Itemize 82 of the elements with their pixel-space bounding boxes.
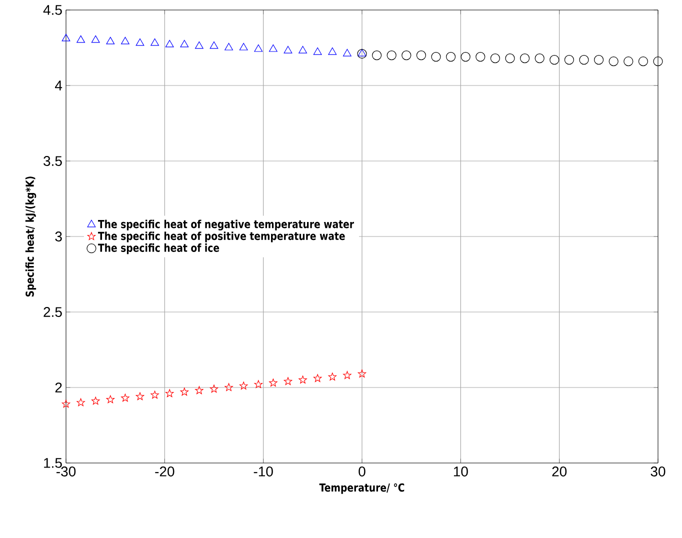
point: [460, 52, 470, 62]
point: [638, 56, 648, 66]
point: [372, 50, 382, 60]
point: [210, 384, 218, 393]
point: [579, 55, 589, 65]
y-tick-label: 3.5: [44, 156, 62, 166]
point: [624, 56, 634, 66]
point: [358, 48, 366, 56]
x-tick-label: -20: [155, 466, 174, 476]
point: [165, 40, 174, 48]
point: [653, 56, 663, 66]
point: [91, 35, 100, 43]
point: [357, 48, 367, 59]
point: [210, 41, 218, 49]
point: [534, 54, 544, 64]
point: [240, 382, 248, 390]
point: [195, 386, 204, 394]
point: [328, 47, 337, 55]
point: [298, 376, 307, 384]
y-tick-label: 1.5: [44, 458, 62, 468]
point: [284, 46, 292, 54]
point: [136, 392, 144, 400]
point: [62, 400, 70, 408]
point: [314, 374, 322, 382]
point: [180, 388, 189, 396]
point: [121, 36, 130, 44]
legend-label: The specific heat of positive temperature wate: [98, 232, 345, 242]
point: [550, 55, 560, 65]
y-tick-label: 2.5: [44, 307, 62, 317]
y-tick-label: 4: [54, 80, 62, 90]
point: [608, 56, 618, 66]
point: [298, 46, 307, 54]
point: [76, 35, 85, 43]
x-tick-label: 0: [358, 466, 366, 476]
point: [416, 50, 426, 60]
legend-label: The specific heat of ice: [98, 243, 220, 254]
point: [91, 396, 100, 405]
point: [313, 47, 322, 55]
point: [269, 44, 278, 52]
point: [180, 40, 189, 48]
point: [224, 42, 233, 50]
point: [343, 371, 352, 379]
point: [62, 34, 70, 42]
point: [150, 390, 159, 399]
point: [269, 378, 278, 387]
point: [564, 55, 574, 65]
point: [254, 44, 263, 52]
point: [386, 50, 396, 60]
point: [195, 41, 204, 49]
point: [328, 372, 337, 380]
y-axis-title: Specific heat/ kJ/(kg*K): [25, 176, 36, 297]
point: [150, 38, 159, 46]
point: [476, 52, 486, 62]
point: [431, 52, 441, 62]
x-tick-label: -30: [56, 466, 76, 476]
point: [254, 380, 263, 388]
y-tick-label: 2: [55, 382, 62, 392]
point: [106, 36, 115, 44]
x-tick-label: 20: [552, 466, 567, 476]
point: [136, 38, 144, 46]
point: [402, 50, 412, 60]
y-tick-label: 4.5: [43, 5, 62, 15]
x-tick-label: -10: [254, 466, 273, 476]
point: [343, 48, 352, 56]
point: [76, 398, 85, 406]
point: [490, 54, 500, 64]
point: [239, 42, 248, 50]
point: [106, 395, 115, 404]
point: [358, 370, 366, 378]
point: [224, 383, 233, 392]
point: [505, 54, 515, 64]
point: [520, 54, 530, 64]
legend-label: The specific heat of negative temperature water: [98, 220, 354, 230]
point: [284, 377, 292, 385]
point: [594, 55, 604, 65]
x-tick-label: 30: [650, 466, 666, 476]
x-tick-label: 10: [454, 466, 468, 476]
point: [446, 52, 456, 62]
x-axis-title: Temperature/ °C: [319, 483, 404, 494]
point: [165, 389, 174, 398]
point: [121, 394, 130, 402]
y-tick-label: 3: [55, 232, 62, 242]
